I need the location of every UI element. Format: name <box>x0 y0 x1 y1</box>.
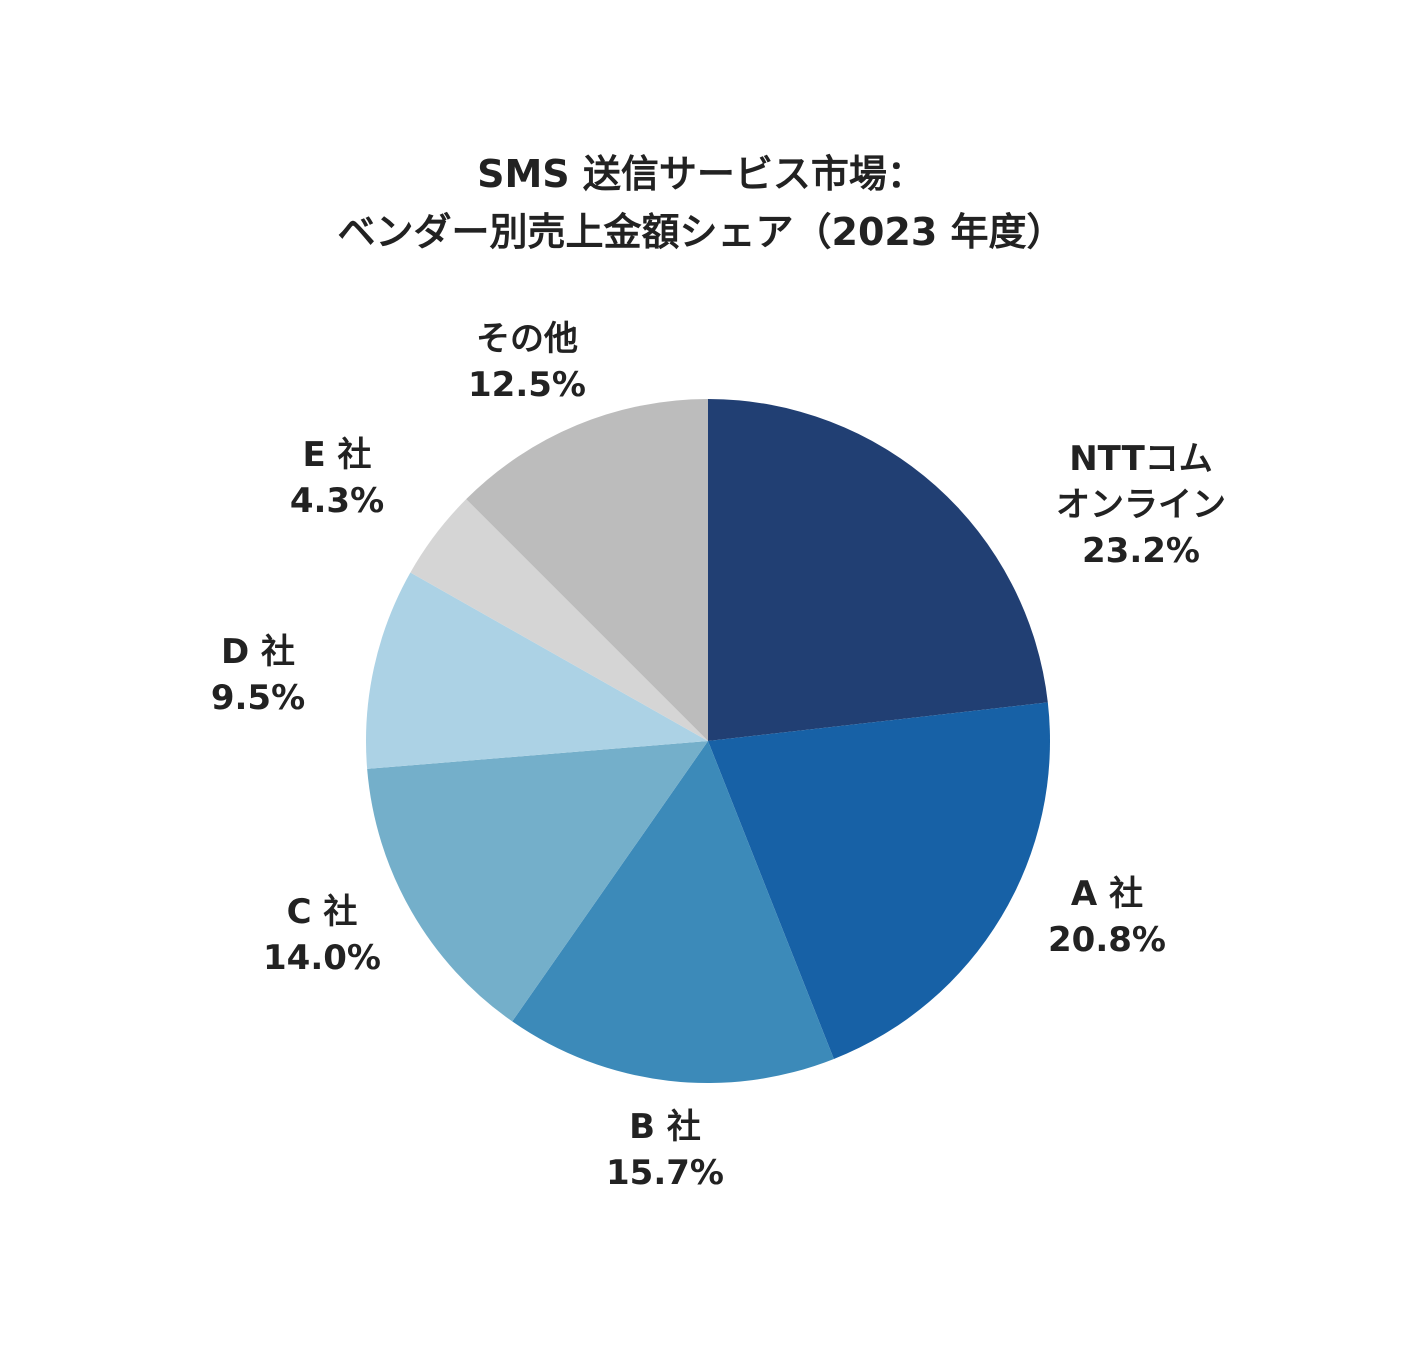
pie-slice-1 <box>708 399 1048 741</box>
slice-value-label: 20.8% <box>1048 920 1166 960</box>
pie-slices <box>366 399 1051 1083</box>
slice-name-label: オンライン <box>1056 485 1226 525</box>
chart-title-line-1: SMS 送信サービス市場： <box>477 152 925 196</box>
slice-name-label: C 社 <box>287 892 358 932</box>
pie-slice-2 <box>708 702 1051 1059</box>
slice-value-label: 23.2% <box>1082 531 1200 571</box>
chart-title-line-2: ベンダー別売上金額シェア（2023 年度） <box>337 210 1065 254</box>
pie-slice-4 <box>367 741 708 1022</box>
pie-slice-3 <box>512 741 834 1083</box>
slice-value-label: 14.0% <box>263 938 381 978</box>
slice-name-label: D 社 <box>221 632 295 672</box>
slice-value-label: 4.3% <box>290 481 384 521</box>
pie-slice-6 <box>410 499 708 741</box>
slice-name-label: その他 <box>476 319 578 359</box>
slice-name-label: B 社 <box>629 1107 701 1147</box>
slice-name-label: NTTコム <box>1069 439 1213 479</box>
slice-value-label: 12.5% <box>468 365 586 405</box>
slice-value-label: 9.5% <box>211 678 305 718</box>
slice-name-label: A 社 <box>1071 874 1143 914</box>
slice-name-label: E 社 <box>302 435 371 475</box>
slice-value-label: 15.7% <box>606 1153 724 1193</box>
pie-slice-7 <box>466 399 708 741</box>
pie-slice-5 <box>366 572 708 769</box>
